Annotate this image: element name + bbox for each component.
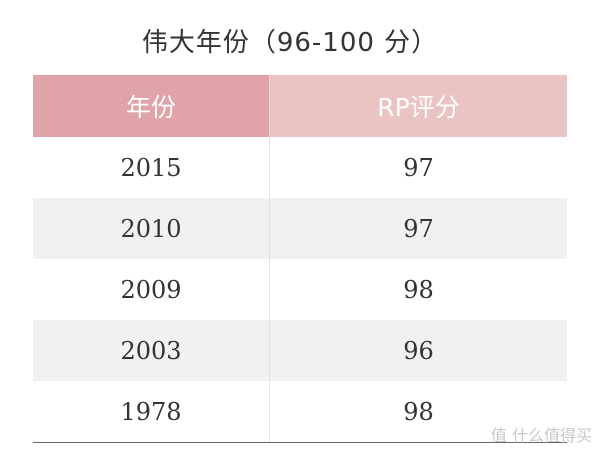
table-cell: 1978 (33, 381, 270, 442)
table-row: 2010 97 (33, 198, 567, 259)
table-row: 2009 98 (33, 259, 567, 320)
table-cell: 2003 (33, 320, 270, 381)
table-cell: 97 (403, 214, 434, 243)
table-title: 伟大年份（96-100 分） (141, 28, 439, 58)
header-cell: RP评分 (270, 75, 567, 137)
table-row: 1978 98 (33, 381, 567, 442)
table-cell: 2010 (33, 198, 270, 259)
table-row: 2015 97 (33, 137, 567, 198)
table-cell: 97 (403, 153, 434, 182)
table-cell: 98 (403, 397, 434, 426)
table-cell: 96 (403, 336, 434, 365)
table-row: 2003 96 (33, 320, 567, 381)
header-cell: 年份 (33, 75, 270, 137)
score-table: 年份 RP评分 2015 97 2010 97 2009 98 2003 96 1978 98 (33, 75, 567, 443)
table-cell: 98 (403, 275, 434, 304)
table-cell: 2015 (33, 137, 270, 198)
header-row: 年份 RP评分 (33, 75, 567, 137)
watermark: 值 什么值得买 (490, 426, 592, 445)
table-cell: 2009 (33, 259, 270, 320)
